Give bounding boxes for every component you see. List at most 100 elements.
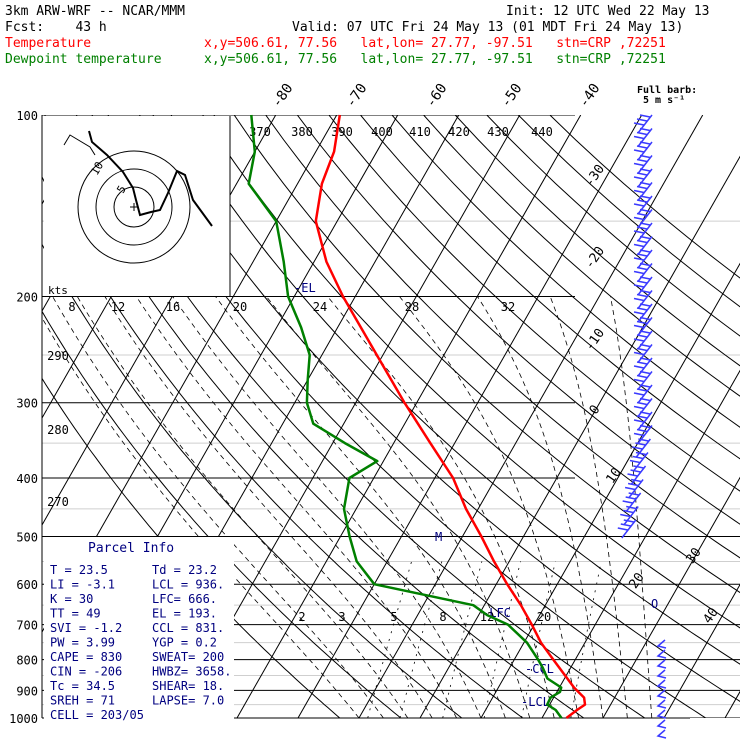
wind-barb-flag xyxy=(636,401,648,406)
wind-barb-flag xyxy=(635,451,647,456)
dry-adiabat-label: 400 xyxy=(371,125,393,139)
wind-barb-flag xyxy=(627,473,638,477)
wind-barb-flag xyxy=(633,324,645,329)
moist-adiabat xyxy=(549,296,628,718)
moist-adiabat xyxy=(266,296,531,718)
wind-barb-flag xyxy=(633,135,645,140)
wind-barb-flag xyxy=(636,199,648,203)
wind-barb-staff xyxy=(637,330,653,350)
wind-barb-flag xyxy=(639,235,651,240)
moist-adiabat xyxy=(135,296,457,718)
wind-barb-flag xyxy=(636,361,648,365)
legend-dewpoint-info: x,y=506.61, 77.56 lat,lon= 27.77, -97.51… xyxy=(204,52,666,67)
mixing-ratio-label: 8 xyxy=(68,300,75,314)
dry-adiabat xyxy=(265,115,740,559)
wind-barb-staff xyxy=(637,371,653,390)
wind-barb-flag xyxy=(636,347,648,352)
isotherm-label: 40 xyxy=(700,605,721,626)
moist-adiabat xyxy=(52,296,384,718)
wind-barb-flag xyxy=(632,455,644,460)
isotherm-label: -20 xyxy=(582,244,608,272)
wind-barb-flag xyxy=(636,320,648,325)
m-marker: M xyxy=(435,530,442,544)
hodograph-trace xyxy=(88,130,213,227)
wind-barb-staff xyxy=(637,168,653,188)
dry-adiabat xyxy=(423,115,740,397)
wind-barb-staff xyxy=(637,182,653,201)
dewpoint-line xyxy=(247,114,563,719)
ccl-marker: -CCL xyxy=(525,662,554,676)
dry-adiabat-label: 380 xyxy=(291,125,313,139)
wind-barb-flag xyxy=(639,411,651,415)
wind-barb-staff xyxy=(637,303,653,323)
wind-barb-staff xyxy=(630,465,647,485)
wind-barb-staff xyxy=(637,276,653,296)
isotherm-line xyxy=(724,690,740,718)
parcel-row-right: EL = 193. xyxy=(152,607,217,621)
parcel-row-right: SHEAR= 18. xyxy=(152,679,224,693)
wind-barb-flag xyxy=(639,289,651,294)
dry-adiabat-label-left: 280 xyxy=(47,423,69,437)
wind-barb-flag xyxy=(636,374,648,379)
wind-barb-flag xyxy=(633,189,645,194)
mixing-ratio-label: 20 xyxy=(233,300,247,314)
wind-barb-flag xyxy=(633,270,645,275)
wind-barb-flag xyxy=(639,330,651,334)
dry-adiabat xyxy=(44,115,585,718)
pressure-tick-label: 600 xyxy=(16,578,38,592)
dry-adiabat xyxy=(202,115,740,629)
wind-barb-flag xyxy=(636,118,648,122)
wind-barb-flag xyxy=(633,311,645,315)
isotherm-label: -80 xyxy=(269,81,297,111)
wind-barb-flag xyxy=(633,465,644,469)
isotherm-label: 10 xyxy=(603,465,624,486)
wind-barb-staff xyxy=(637,249,653,269)
wind-barb-flag xyxy=(633,284,645,288)
wind-barb-flag xyxy=(633,216,645,221)
wind-barb-flag xyxy=(636,158,648,163)
dry-adiabat xyxy=(42,243,463,718)
parcel-row-right: YGP = 0.2 xyxy=(152,636,217,650)
parcel-row-left: T = 23.5 xyxy=(50,563,108,577)
pressure-tick-label: 500 xyxy=(16,530,38,544)
wind-barb-staff xyxy=(637,155,653,174)
wind-barb-flag xyxy=(636,145,648,149)
wind-barb-flag xyxy=(639,141,651,145)
wind-barb-staff xyxy=(637,398,653,417)
dry-adiabat xyxy=(233,115,740,594)
pressure-tick-label: 400 xyxy=(16,472,38,486)
wind-barb-flag xyxy=(636,172,648,176)
isotherm-label: 20 xyxy=(626,570,647,591)
wind-barb-flag xyxy=(636,280,648,284)
wind-barb-flag xyxy=(639,316,651,321)
parcel-row-right: CCL = 831. xyxy=(152,621,224,635)
wind-barb-flag xyxy=(639,303,651,307)
wind-barb-flag xyxy=(633,405,645,410)
wind-barb-flag xyxy=(639,127,651,132)
wind-barb-flag xyxy=(623,509,634,514)
parcel-info-box: Parcel Info T = 23.5 Td = 23.2 LI = -3.1 LCL… xyxy=(44,537,234,733)
dry-adiabat xyxy=(391,115,740,428)
wind-barb-low xyxy=(656,669,667,679)
dry-adiabat-label: 370 xyxy=(249,125,271,139)
wind-barb-flag xyxy=(639,114,651,118)
moist-adiabat xyxy=(477,296,604,718)
isotherm-label: -10 xyxy=(582,326,608,354)
wind-barb-flag xyxy=(639,154,651,159)
wind-barb-flag xyxy=(633,149,645,153)
wind-barb-flag xyxy=(626,505,637,510)
wind-barb-flag xyxy=(639,168,651,172)
wind-barb-flag xyxy=(639,370,651,375)
dry-adiabat-label-left: 290 xyxy=(47,349,69,363)
wind-barb-flag xyxy=(629,459,641,464)
wind-barb-flag xyxy=(639,222,651,226)
temperature-line xyxy=(314,114,587,719)
wind-barb-flag xyxy=(620,513,631,518)
pressure-tick-label: 100 xyxy=(16,109,38,123)
parcel-row-right: SWEAT= 200 xyxy=(152,650,224,664)
wind-barb-flag xyxy=(630,478,642,483)
parcel-row-right: HWBZ= 3658. xyxy=(152,665,231,679)
legend-temperature: Temperature xyxy=(5,36,91,51)
wind-barb-flag xyxy=(639,249,651,253)
